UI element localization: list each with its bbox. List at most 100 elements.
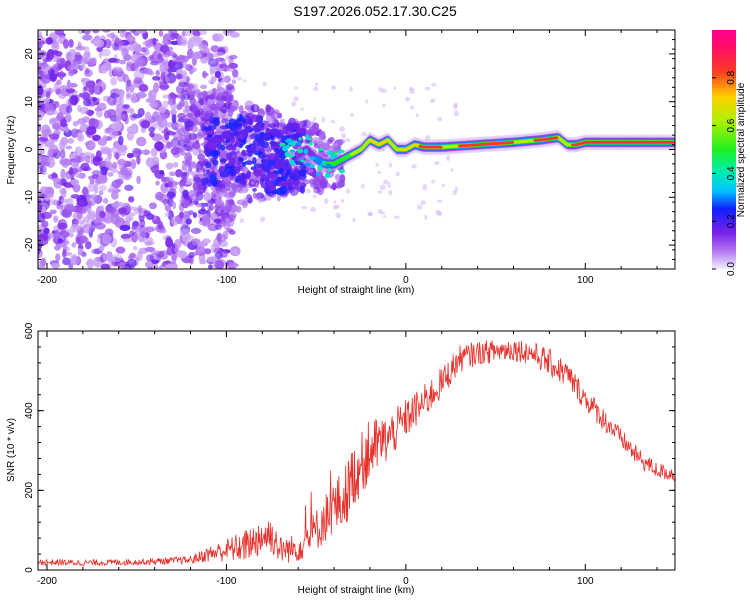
snr-background (38, 331, 675, 570)
spectrogram-cell (287, 153, 294, 158)
y-tick-label: 10 (24, 96, 35, 108)
spectrogram-cell (207, 198, 217, 205)
spectrogram-cell (101, 233, 112, 245)
spectrogram-cell (321, 160, 326, 166)
spectrogram-cell (244, 160, 254, 165)
spectrogram-cell (83, 98, 92, 107)
spectrogram-cell (38, 40, 46, 45)
spectrogram-cell (510, 141, 515, 144)
spectrogram-cell (183, 199, 191, 207)
spectrogram-cell (381, 88, 387, 94)
spectrogram-cell (192, 88, 202, 97)
spectrogram-cell (96, 174, 108, 184)
y-tick-label: 200 (24, 482, 35, 499)
spectrogram-cell (203, 147, 210, 156)
spectrogram-cell (119, 59, 126, 65)
spectrogram-cell (98, 184, 107, 192)
colorbar-tick-label: 0.8 (726, 70, 737, 84)
snr-panel: -200 -100 0 100 0 200 400 600 Height of straigh… (6, 322, 676, 596)
spectrogram-cell (303, 148, 309, 155)
spectrogram-cell (62, 257, 71, 266)
spectrogram-cell (174, 239, 182, 249)
spectrogram-cell (380, 147, 386, 151)
spectrogram-cell (168, 59, 173, 70)
spectrogram-cell (40, 257, 46, 266)
spectrogram-cell (214, 252, 223, 259)
spectrogram-cell (136, 30, 147, 34)
spectrogram-cell (345, 138, 351, 143)
spectrogram-cell (165, 235, 172, 241)
spectrogram-cell (172, 201, 177, 210)
spectrogram-cell (262, 132, 272, 142)
spectrogram-cell (224, 217, 231, 223)
spectrogram-cell (252, 124, 263, 130)
spectrogram-cell (323, 138, 328, 144)
spectrogram-cell (280, 152, 286, 161)
spectrogram-cell (238, 134, 245, 140)
spectrogram-cell (291, 101, 297, 107)
spectrogram-cell (80, 162, 90, 172)
spectrogram-cell (68, 153, 76, 159)
spectrogram-cell (41, 54, 47, 61)
spectrogram-cell (349, 113, 355, 117)
spectrogram-cell (112, 42, 119, 51)
colorbar-tick-label: 0.4 (726, 166, 737, 180)
spectrogram-cell (226, 152, 232, 161)
spectrogram-cell (246, 125, 251, 133)
spectrogram-cell (158, 30, 164, 37)
spectrogram-cell (221, 118, 229, 124)
spectrogram-cell (227, 262, 239, 268)
spectrogram-cell (86, 125, 97, 136)
spectrogram-cell (214, 33, 224, 42)
spectrogram-cell (235, 122, 242, 128)
spectrogram-cell (214, 259, 225, 269)
spectrogram-cell (99, 210, 106, 219)
spectrogram-cell (48, 109, 59, 115)
spectrogram-cell (208, 264, 213, 269)
spectrogram-cell (174, 246, 180, 254)
spectrogram-cell (313, 143, 319, 149)
spectrogram-cell (126, 131, 135, 141)
spectrogram-cell (215, 95, 221, 101)
spectrogram-cell (435, 209, 441, 216)
spectrogram-cell (153, 82, 160, 93)
spectrogram-cell (310, 206, 317, 213)
spectrogram-cell (341, 132, 347, 139)
spectrogram-cell (152, 76, 161, 81)
spectrogram-cell (132, 245, 138, 251)
spectrogram-cell (94, 222, 106, 230)
spectrogram-cell (180, 146, 186, 152)
spectrogram-cell (327, 150, 331, 155)
x-tick-label: 0 (403, 275, 409, 286)
spectrogram-cell (186, 48, 194, 60)
spectrogram-cell (300, 159, 306, 163)
spectrogram-cell (252, 187, 257, 192)
spectrogram-cell (314, 82, 319, 86)
spectrogram-cell (68, 39, 74, 48)
spectrogram-cell (239, 190, 245, 194)
spectrogram-cell (298, 137, 302, 141)
spectrogram-cell (51, 49, 59, 55)
spectrogram-cell (113, 201, 119, 210)
spectrogram-cell (126, 258, 137, 268)
spectrogram-cell (128, 196, 135, 203)
spectrogram-cell (314, 150, 319, 155)
spectrogram-cell (203, 127, 212, 132)
spectrogram-cell (278, 159, 284, 165)
spectrogram-cell (393, 86, 397, 90)
spectrogram-cell (352, 217, 356, 223)
spectrogram-cell (361, 131, 367, 137)
spectrogram-cell (115, 215, 121, 224)
spectrogram-cell (212, 159, 219, 166)
spectrogram-cell (131, 147, 142, 158)
spectrogram-cell (84, 241, 92, 250)
spectrogram-cell (192, 212, 198, 218)
spectrogram-cell (71, 167, 79, 175)
spectrogram-cell (192, 141, 201, 150)
spectrogram-cell (388, 162, 393, 168)
spectrogram-cell (250, 180, 255, 185)
spectrogram-cell (145, 39, 152, 49)
spectrogram-cell (108, 128, 119, 139)
spectrogram-cell (105, 163, 113, 168)
